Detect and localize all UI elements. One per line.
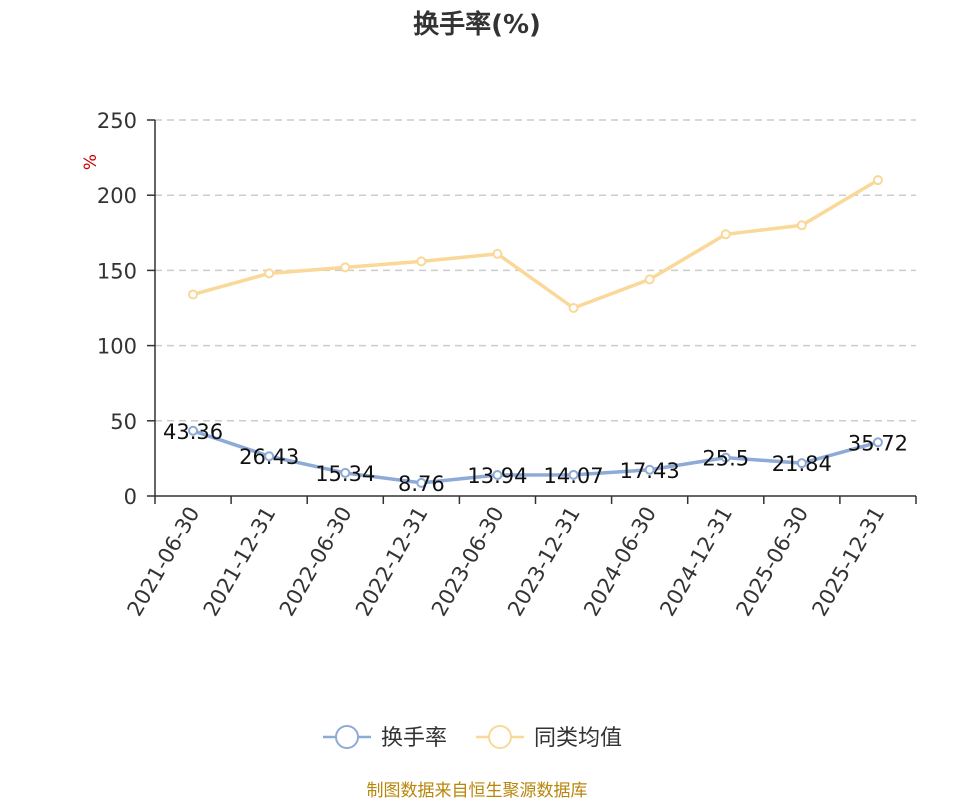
y-tick-label: 150 (97, 259, 137, 283)
data-point (492, 470, 503, 481)
x-tick-label: 2023-06-30 (427, 503, 509, 621)
data-point (568, 469, 579, 480)
chart-title: 换手率(%) (413, 9, 541, 40)
data-point (872, 175, 883, 186)
legend-marker (335, 725, 359, 749)
series-line (192, 429, 879, 485)
data-point (416, 256, 427, 267)
x-tick-label: 2022-06-30 (275, 503, 357, 621)
data-label: 25.5 (702, 447, 749, 471)
data-point (872, 437, 883, 448)
x-tick-label: 2021-06-30 (123, 503, 205, 621)
x-tick-labels: 2021-06-302021-12-312022-06-302022-12-31… (123, 503, 890, 621)
y-tick-labels: 0 50 100 150 200 250 (97, 109, 137, 509)
data-label: 17.43 (620, 459, 680, 483)
series-line (192, 178, 879, 310)
data-point (416, 477, 427, 488)
x-tick-label: 2023-12-31 (503, 503, 585, 621)
data-label: 13.94 (467, 464, 527, 488)
data-point (644, 464, 655, 475)
data-point (340, 262, 351, 273)
legend-item[interactable]: 同类均值 (476, 725, 622, 751)
legend[interactable]: 换手率 同类均值 (323, 725, 622, 751)
y-tick-label: 0 (124, 485, 137, 509)
source-note: 制图数据来自恒生聚源数据库 (367, 781, 588, 800)
x-tick-label: 2025-06-30 (731, 503, 813, 621)
data-point (492, 248, 503, 259)
data-label: 15.34 (315, 462, 375, 486)
data-point (796, 458, 807, 469)
data-point (264, 268, 275, 279)
data-point (340, 467, 351, 478)
x-tick-label: 2021-12-31 (199, 503, 281, 621)
x-tick-label: 2025-12-31 (807, 503, 889, 621)
data-point (568, 303, 579, 313)
data-point (720, 229, 731, 240)
data-point (720, 452, 731, 463)
y-tick-label: 100 (97, 335, 137, 359)
y-tick-label: 50 (110, 410, 137, 434)
data-label: 43.36 (163, 420, 223, 444)
y-tick-label: 250 (97, 109, 137, 133)
data-label: 14.07 (543, 464, 603, 488)
data-label: 35.72 (848, 431, 908, 455)
axes (147, 119, 917, 504)
legend-marker (488, 725, 512, 749)
grid-lines (155, 119, 916, 422)
x-tick-label: 2024-06-30 (579, 503, 661, 621)
data-label: 8.76 (398, 472, 445, 496)
y-axis-unit: % (81, 154, 101, 170)
legend-item[interactable]: 换手率 (323, 725, 447, 751)
data-label: 26.43 (239, 445, 299, 469)
x-tick-label: 2022-12-31 (351, 503, 433, 621)
y-tick-label: 200 (97, 184, 137, 208)
legend-label: 换手率 (381, 726, 447, 751)
data-point (188, 425, 199, 436)
data-label: 21.84 (772, 452, 832, 476)
series-layer (188, 175, 883, 488)
x-tick-label: 2024-12-31 (655, 503, 737, 621)
data-point (188, 289, 199, 300)
data-point (264, 451, 275, 462)
data-point (644, 274, 655, 285)
data-point (796, 220, 807, 231)
data-labels: 43.36 26.43 15.34 8.76 13.94 14.07 17.43 25.5 21… (163, 420, 908, 496)
legend-label: 同类均值 (534, 726, 622, 751)
